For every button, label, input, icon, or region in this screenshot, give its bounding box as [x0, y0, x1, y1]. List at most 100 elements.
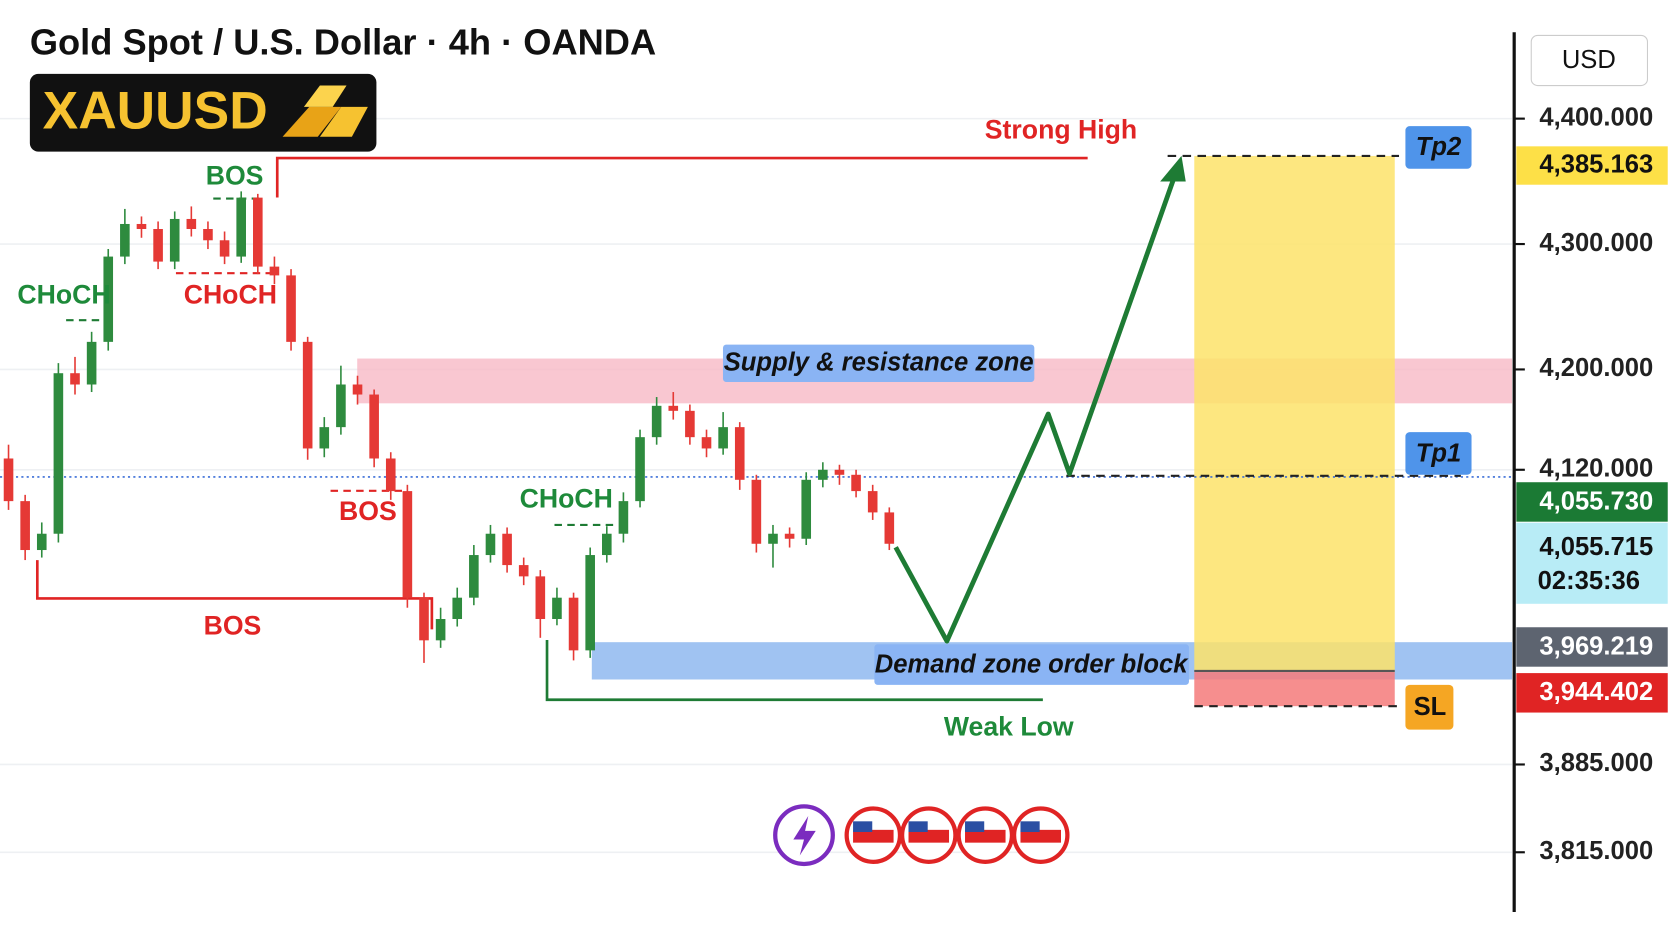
- annotation: CHoCH: [184, 280, 277, 310]
- price-tag-label: 4,385.163: [1539, 150, 1653, 178]
- candle-body: [535, 576, 546, 620]
- y-tick-label: 4,120.000: [1539, 455, 1653, 483]
- candle-body: [452, 597, 463, 620]
- tp2-badge: [1405, 126, 1472, 169]
- candle-body: [585, 555, 595, 651]
- y-ticks: 4,400.000 4,300.000 4,200.000 4,120.000 3,88…: [1514, 103, 1653, 865]
- candle-body: [651, 405, 662, 438]
- symbol: XAUUSD: [43, 81, 268, 140]
- price-tag: [1516, 522, 1668, 604]
- candle-body: [319, 427, 330, 449]
- candle-body: [70, 373, 80, 385]
- candle-body: [136, 223, 147, 229]
- label-box: [722, 344, 1035, 382]
- price-tag-label: 4,055.715: [1539, 533, 1653, 561]
- event-icons: [773, 804, 1070, 867]
- chart-title: Gold Spot / U.S. Dollar · 4h · OANDA: [30, 22, 656, 63]
- annotation: Weak Low: [944, 712, 1074, 742]
- price-tag-label: 3,944.402: [1539, 678, 1653, 706]
- candle-body: [336, 384, 346, 428]
- flag-icon[interactable]: [956, 806, 1015, 864]
- currency-box: [1530, 34, 1649, 87]
- projection-arrow: [1160, 155, 1186, 182]
- candle-body: [834, 469, 845, 475]
- candle-body: [568, 597, 579, 651]
- candle-body: [867, 491, 878, 513]
- candle-body: [518, 565, 529, 577]
- candle-body: [385, 458, 396, 492]
- candle-body: [302, 341, 313, 449]
- candle-body: [635, 437, 645, 502]
- candle-body: [469, 555, 479, 598]
- projection: [893, 167, 1180, 644]
- tp1-label: Tp1: [1416, 439, 1461, 467]
- price-tag: [1516, 673, 1668, 713]
- candle-body: [552, 597, 562, 620]
- label-box: [874, 644, 1189, 685]
- currency: USD: [1562, 46, 1616, 74]
- y-tick-label: 4,300.000: [1539, 229, 1653, 257]
- candle-body: [352, 384, 363, 395]
- price-tag-label: 3,969.219: [1539, 632, 1653, 660]
- tp1-badge: [1405, 432, 1472, 475]
- candle-body: [618, 501, 629, 534]
- y-tick-label: 4,200.000: [1539, 354, 1653, 382]
- candle-body: [851, 474, 861, 492]
- candle-body: [419, 597, 429, 641]
- candle-body: [485, 533, 496, 556]
- candle-body: [169, 218, 180, 262]
- flag-icon[interactable]: [899, 806, 958, 864]
- supply-label: Supply & resistance zone: [724, 349, 1034, 377]
- candle-body: [435, 619, 446, 641]
- candle-body: [286, 275, 296, 342]
- annotation: BOS: [206, 160, 264, 190]
- flag-icon[interactable]: [844, 806, 903, 864]
- sl-label: SL: [1414, 693, 1447, 721]
- candle-body: [20, 501, 30, 551]
- candle-body: [203, 228, 213, 241]
- candles: [3, 191, 895, 663]
- demand-label: Demand zone order block: [875, 650, 1189, 678]
- tp2-label: Tp2: [1416, 133, 1461, 161]
- candle-body: [3, 458, 14, 502]
- flag-icon[interactable]: [1011, 806, 1070, 864]
- price-tag: [1516, 146, 1668, 185]
- candle-body: [120, 223, 130, 257]
- candle-body: [219, 240, 230, 257]
- candle-body: [253, 197, 263, 267]
- gold-bars-icon: [282, 85, 368, 137]
- candle-body: [751, 479, 762, 544]
- target-box: [1194, 155, 1395, 673]
- y-tick-label: 4,400.000: [1539, 103, 1653, 131]
- candle-body: [236, 197, 246, 257]
- candle-body: [369, 394, 379, 459]
- y-tick-label: 3,885.000: [1539, 749, 1653, 777]
- candle-body: [103, 256, 114, 342]
- candle-body: [884, 512, 895, 544]
- candle-body: [718, 427, 728, 449]
- candle-body: [734, 427, 745, 480]
- annotation: CHoCH: [520, 483, 613, 513]
- candle-body: [701, 437, 712, 449]
- candle-body: [53, 373, 64, 534]
- bos-line: [35, 560, 434, 630]
- candle-body: [768, 533, 778, 544]
- candle-body: [36, 533, 47, 551]
- countdown: 02:35:36: [1538, 567, 1640, 595]
- annotation: BOS: [339, 496, 397, 526]
- price-tag: [1516, 627, 1668, 667]
- annotation: CHoCH: [17, 280, 110, 310]
- candle-body: [784, 533, 795, 539]
- annotation: BOS: [204, 610, 262, 640]
- candle-body: [685, 410, 695, 438]
- strong-high-line: [275, 156, 1088, 198]
- candle-body: [402, 491, 413, 598]
- candle-body: [668, 405, 679, 411]
- candle-body: [186, 218, 197, 229]
- candle-body: [818, 469, 828, 480]
- annotation: Strong High: [985, 114, 1137, 144]
- price-tag: [1516, 482, 1668, 522]
- weak-low-line: [545, 640, 1043, 702]
- candle-body: [502, 533, 512, 566]
